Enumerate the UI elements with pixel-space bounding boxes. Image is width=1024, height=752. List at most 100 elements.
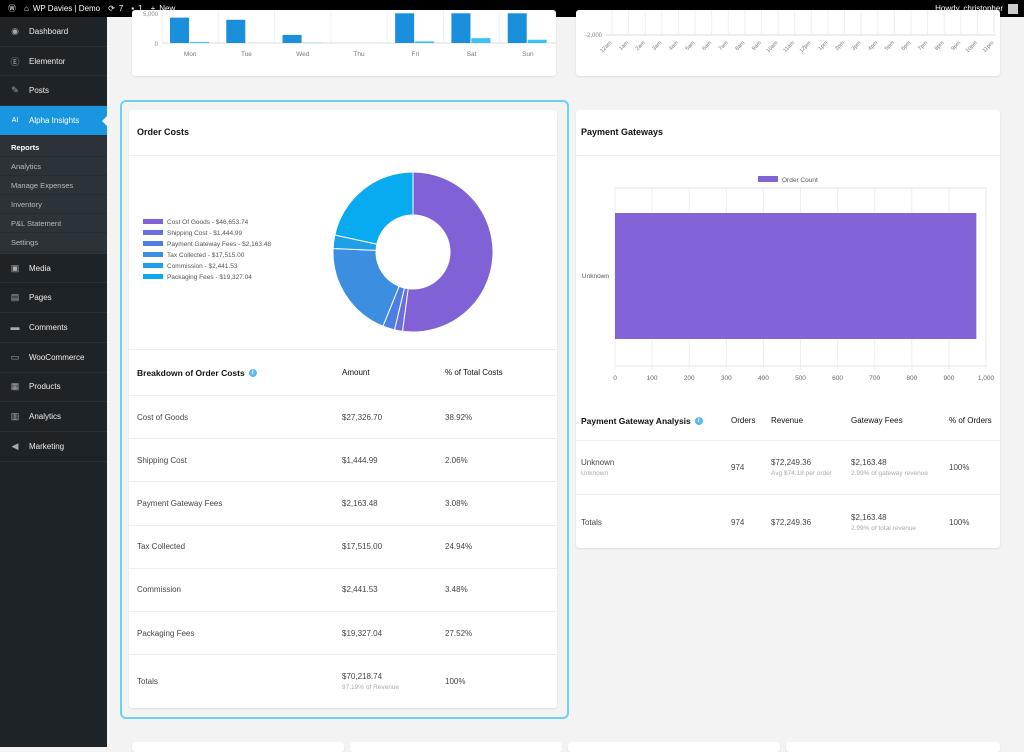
col-amount: Amount (342, 368, 445, 377)
x-tick-label: 1pm (818, 40, 830, 52)
col-pct: % of Total Costs (445, 368, 557, 377)
x-tick-label: 700 (869, 375, 880, 382)
donut-slice (335, 172, 413, 244)
submenu-reports[interactable]: Reports (0, 138, 107, 157)
cost-pct: 27.52% (445, 629, 557, 638)
x-tick-label: Sat (467, 51, 477, 58)
x-tick-label: 4am (668, 40, 680, 52)
megaphone-icon: ◀ (10, 441, 20, 452)
bar (170, 18, 189, 43)
x-tick-label: 12pm (799, 40, 813, 54)
cost-amount: $17,515.00 (342, 542, 445, 551)
cost-amount: $2,163.48 (342, 499, 445, 508)
wordpress-logo-icon[interactable]: Ⓦ (8, 3, 16, 14)
info-icon[interactable]: i (249, 369, 257, 377)
x-tick-label: 11pm (982, 40, 996, 54)
products-icon: ▦ (10, 381, 20, 392)
sidebar-item-marketing[interactable]: ◀Marketing (0, 432, 107, 462)
sidebar-item-woocommerce[interactable]: ▭WooCommerce (0, 343, 107, 373)
legend-label: Payment Gateway Fees - $2,163.48 (167, 241, 271, 248)
sidebar-item-media[interactable]: ▣Media (0, 254, 107, 284)
sidebar-item-products[interactable]: ▦Products (0, 373, 107, 403)
sidebar-item-pages[interactable]: ▤Pages (0, 283, 107, 313)
next-card (786, 742, 1000, 752)
y-tick-label: Unknown (582, 273, 609, 280)
legend-swatch (143, 219, 163, 224)
avatar (1008, 4, 1018, 14)
x-tick-label: 11am (782, 40, 796, 54)
submenu-inventory[interactable]: Inventory (0, 195, 107, 214)
sidebar-item-comments[interactable]: ▬Comments (0, 313, 107, 343)
x-tick-label: 400 (758, 375, 769, 382)
x-tick-label: Thu (353, 51, 365, 58)
breakdown-title: Breakdown of Order Costs (137, 368, 245, 378)
x-tick-label: Tue (241, 51, 252, 58)
x-tick-label: Wed (296, 51, 310, 58)
x-tick-label: 5pm (884, 40, 896, 52)
cost-amount: $2,441.53 (342, 585, 445, 594)
x-tick-label: 800 (906, 375, 917, 382)
legend-swatch (758, 176, 778, 182)
x-tick-label: 4pm (867, 40, 879, 52)
legend-swatch (143, 263, 163, 268)
submenu-analytics[interactable]: Analytics (0, 157, 107, 176)
y-tick-label: 5,000 (143, 12, 159, 18)
x-tick-label: 9am (751, 40, 763, 52)
x-tick-label: 2pm (834, 40, 846, 52)
dashboard-icon: ◉ (10, 26, 20, 37)
x-tick-label: 200 (684, 375, 695, 382)
woocommerce-icon: ▭ (10, 352, 20, 363)
cost-name: Shipping Cost (129, 456, 342, 465)
submenu-manage-expenses[interactable]: Manage Expenses (0, 176, 107, 195)
x-tick-label: 300 (721, 375, 732, 382)
submenu-pl-statement[interactable]: P&L Statement (0, 214, 107, 233)
bar (508, 13, 527, 43)
submenu-settings[interactable]: Settings (0, 233, 107, 252)
bar (395, 13, 414, 43)
cost-pct: 24.94% (445, 542, 557, 551)
sidebar-item-analytics[interactable]: ▥Analytics (0, 402, 107, 432)
pin-icon: ✎ (10, 85, 20, 96)
x-tick-label: 0 (613, 375, 617, 382)
bar (528, 40, 547, 43)
site-name-link[interactable]: ⌂WP Davies | Demo (24, 4, 100, 13)
cost-pct: 3.48% (445, 585, 557, 594)
x-tick-label: 6am (701, 40, 713, 52)
info-icon[interactable]: i (695, 417, 703, 425)
x-tick-label: 10pm (965, 40, 979, 54)
updates-icon: ⟳ (108, 4, 115, 13)
bar (190, 42, 209, 43)
x-tick-label: 10am (766, 40, 780, 54)
updates-link[interactable]: ⟳7 (108, 4, 123, 13)
bar (415, 41, 434, 43)
cost-amount: $1,444.99 (342, 456, 445, 465)
legend-label: Packaging Fees - $19,327.04 (167, 274, 252, 281)
legend-label: Cost Of Goods - $46,653.74 (167, 219, 249, 226)
legend-swatch (143, 252, 163, 257)
sidebar-item-posts[interactable]: ✎Posts (0, 76, 107, 106)
home-icon: ⌂ (24, 4, 29, 13)
x-tick-label: 8am (734, 40, 746, 52)
x-tick-label: 900 (943, 375, 954, 382)
alpha-insights-icon: AI (10, 117, 20, 124)
next-card (568, 742, 780, 752)
sidebar-item-dashboard[interactable]: ◉Dashboard (0, 17, 107, 47)
